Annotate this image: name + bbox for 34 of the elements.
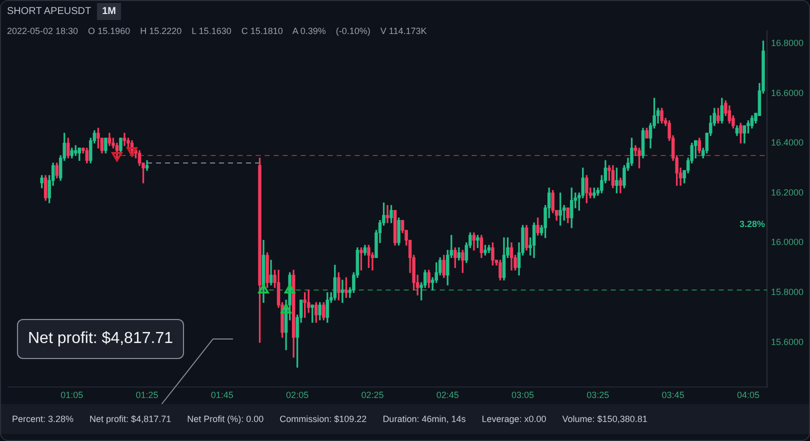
x-tick-label: 03:05 (512, 390, 534, 400)
chart-subtitle: 1M (97, 3, 122, 20)
annotation: Net profit: $4,817.71 (17, 319, 184, 359)
x-tick-label: 01:05 (60, 390, 84, 400)
y-tick-label: 16.8000 (771, 38, 804, 48)
x-tick-label: 01:25 (136, 390, 158, 400)
point (258, 284, 269, 294)
y-tick-label: 16.4000 (771, 138, 804, 148)
x-tick-label: 01:45 (210, 390, 234, 400)
x-tick-label: 02:45 (436, 390, 459, 400)
y-tick-label: 15.6000 (771, 336, 804, 347)
text: Percent: 3.28% (11, 413, 75, 426)
text: Leverage: x0.00 (480, 413, 548, 426)
x-tick-label: 02:25 (361, 390, 384, 400)
point (126, 147, 138, 157)
annotation: 3.28% (739, 219, 765, 229)
point (284, 284, 296, 294)
annotation: 2022-05-02 18:30 O 15.1960 H 15.2220 L 15.1630 C 15.1810 A 0.39% (-0.10%) V 114.173K (7, 26, 427, 36)
text: Commission: $109.22 (278, 413, 368, 426)
text: Net profit: $4,817.71 (88, 413, 172, 426)
point (112, 152, 122, 162)
x-tick-label: 04:05 (736, 390, 760, 400)
y-tick-label: 16.6000 (771, 88, 804, 98)
y-tick-label: 16.2000 (771, 187, 804, 198)
x-tick-label: 02:05 (286, 390, 309, 400)
y-tick-label: 15.8000 (771, 287, 804, 298)
x-tick-label: 03:25 (586, 390, 610, 400)
point (280, 304, 292, 314)
x-tick-label: 03:45 (662, 390, 684, 400)
text: Duration: 46min, 14s (382, 413, 467, 426)
y-tick-label: 16.0000 (771, 237, 804, 248)
text: Net Profit (%): 0.00 (186, 413, 265, 426)
chart-title: SHORT APEUSDT (7, 6, 92, 17)
text: Volume: $150,380.81 (561, 413, 648, 426)
